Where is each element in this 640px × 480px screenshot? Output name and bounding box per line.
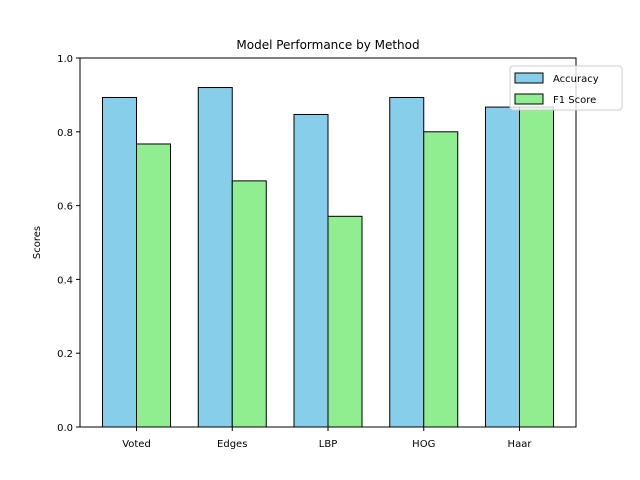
bar-accuracy-edges (197, 87, 233, 428)
x-tick-label-voted: Voted (122, 439, 151, 450)
bar-f1-score-edges (231, 180, 267, 428)
legend-label-f1-score: F1 Score (553, 95, 596, 106)
bar-accuracy-lbp (293, 113, 329, 428)
y-tick-label: 0.6 (57, 202, 73, 213)
y-tick-label: 0.8 (57, 128, 73, 139)
y-tick-label: 0.0 (57, 423, 73, 434)
legend[interactable]: Accuracy F1 Score (509, 65, 623, 111)
bar-accuracy-voted (102, 96, 137, 428)
bar-accuracy-hog (389, 96, 425, 428)
y-axis-label: Scores (32, 226, 43, 259)
chart-title: Model Performance by Method (236, 38, 419, 52)
y-tick-label: 1.0 (57, 54, 73, 65)
y-tick-label: 0.4 (57, 275, 73, 286)
bar-f1-score-voted (136, 143, 171, 428)
x-tick-label-edges: Edges (217, 439, 247, 450)
bar-f1-score-lbp (327, 215, 363, 428)
bar-f1-score-hog (423, 131, 459, 428)
y-axis: 0.0 0.2 0.4 0.6 0.8 1.0 (57, 54, 80, 434)
bar-accuracy-haar (485, 106, 520, 428)
legend-swatch-f1-score (514, 93, 544, 105)
bar-f1-score-haar (519, 106, 554, 428)
x-axis: Voted Edges LBP HOG Haar (122, 427, 532, 450)
y-tick-label: 0.2 (57, 349, 73, 360)
x-tick-label-hog: HOG (412, 439, 435, 450)
x-tick-label-haar: Haar (508, 439, 533, 450)
x-tick-label-lbp: LBP (319, 439, 337, 450)
legend-label-accuracy: Accuracy (553, 74, 599, 85)
bars-group (102, 87, 554, 428)
legend-swatch-accuracy (514, 72, 544, 84)
